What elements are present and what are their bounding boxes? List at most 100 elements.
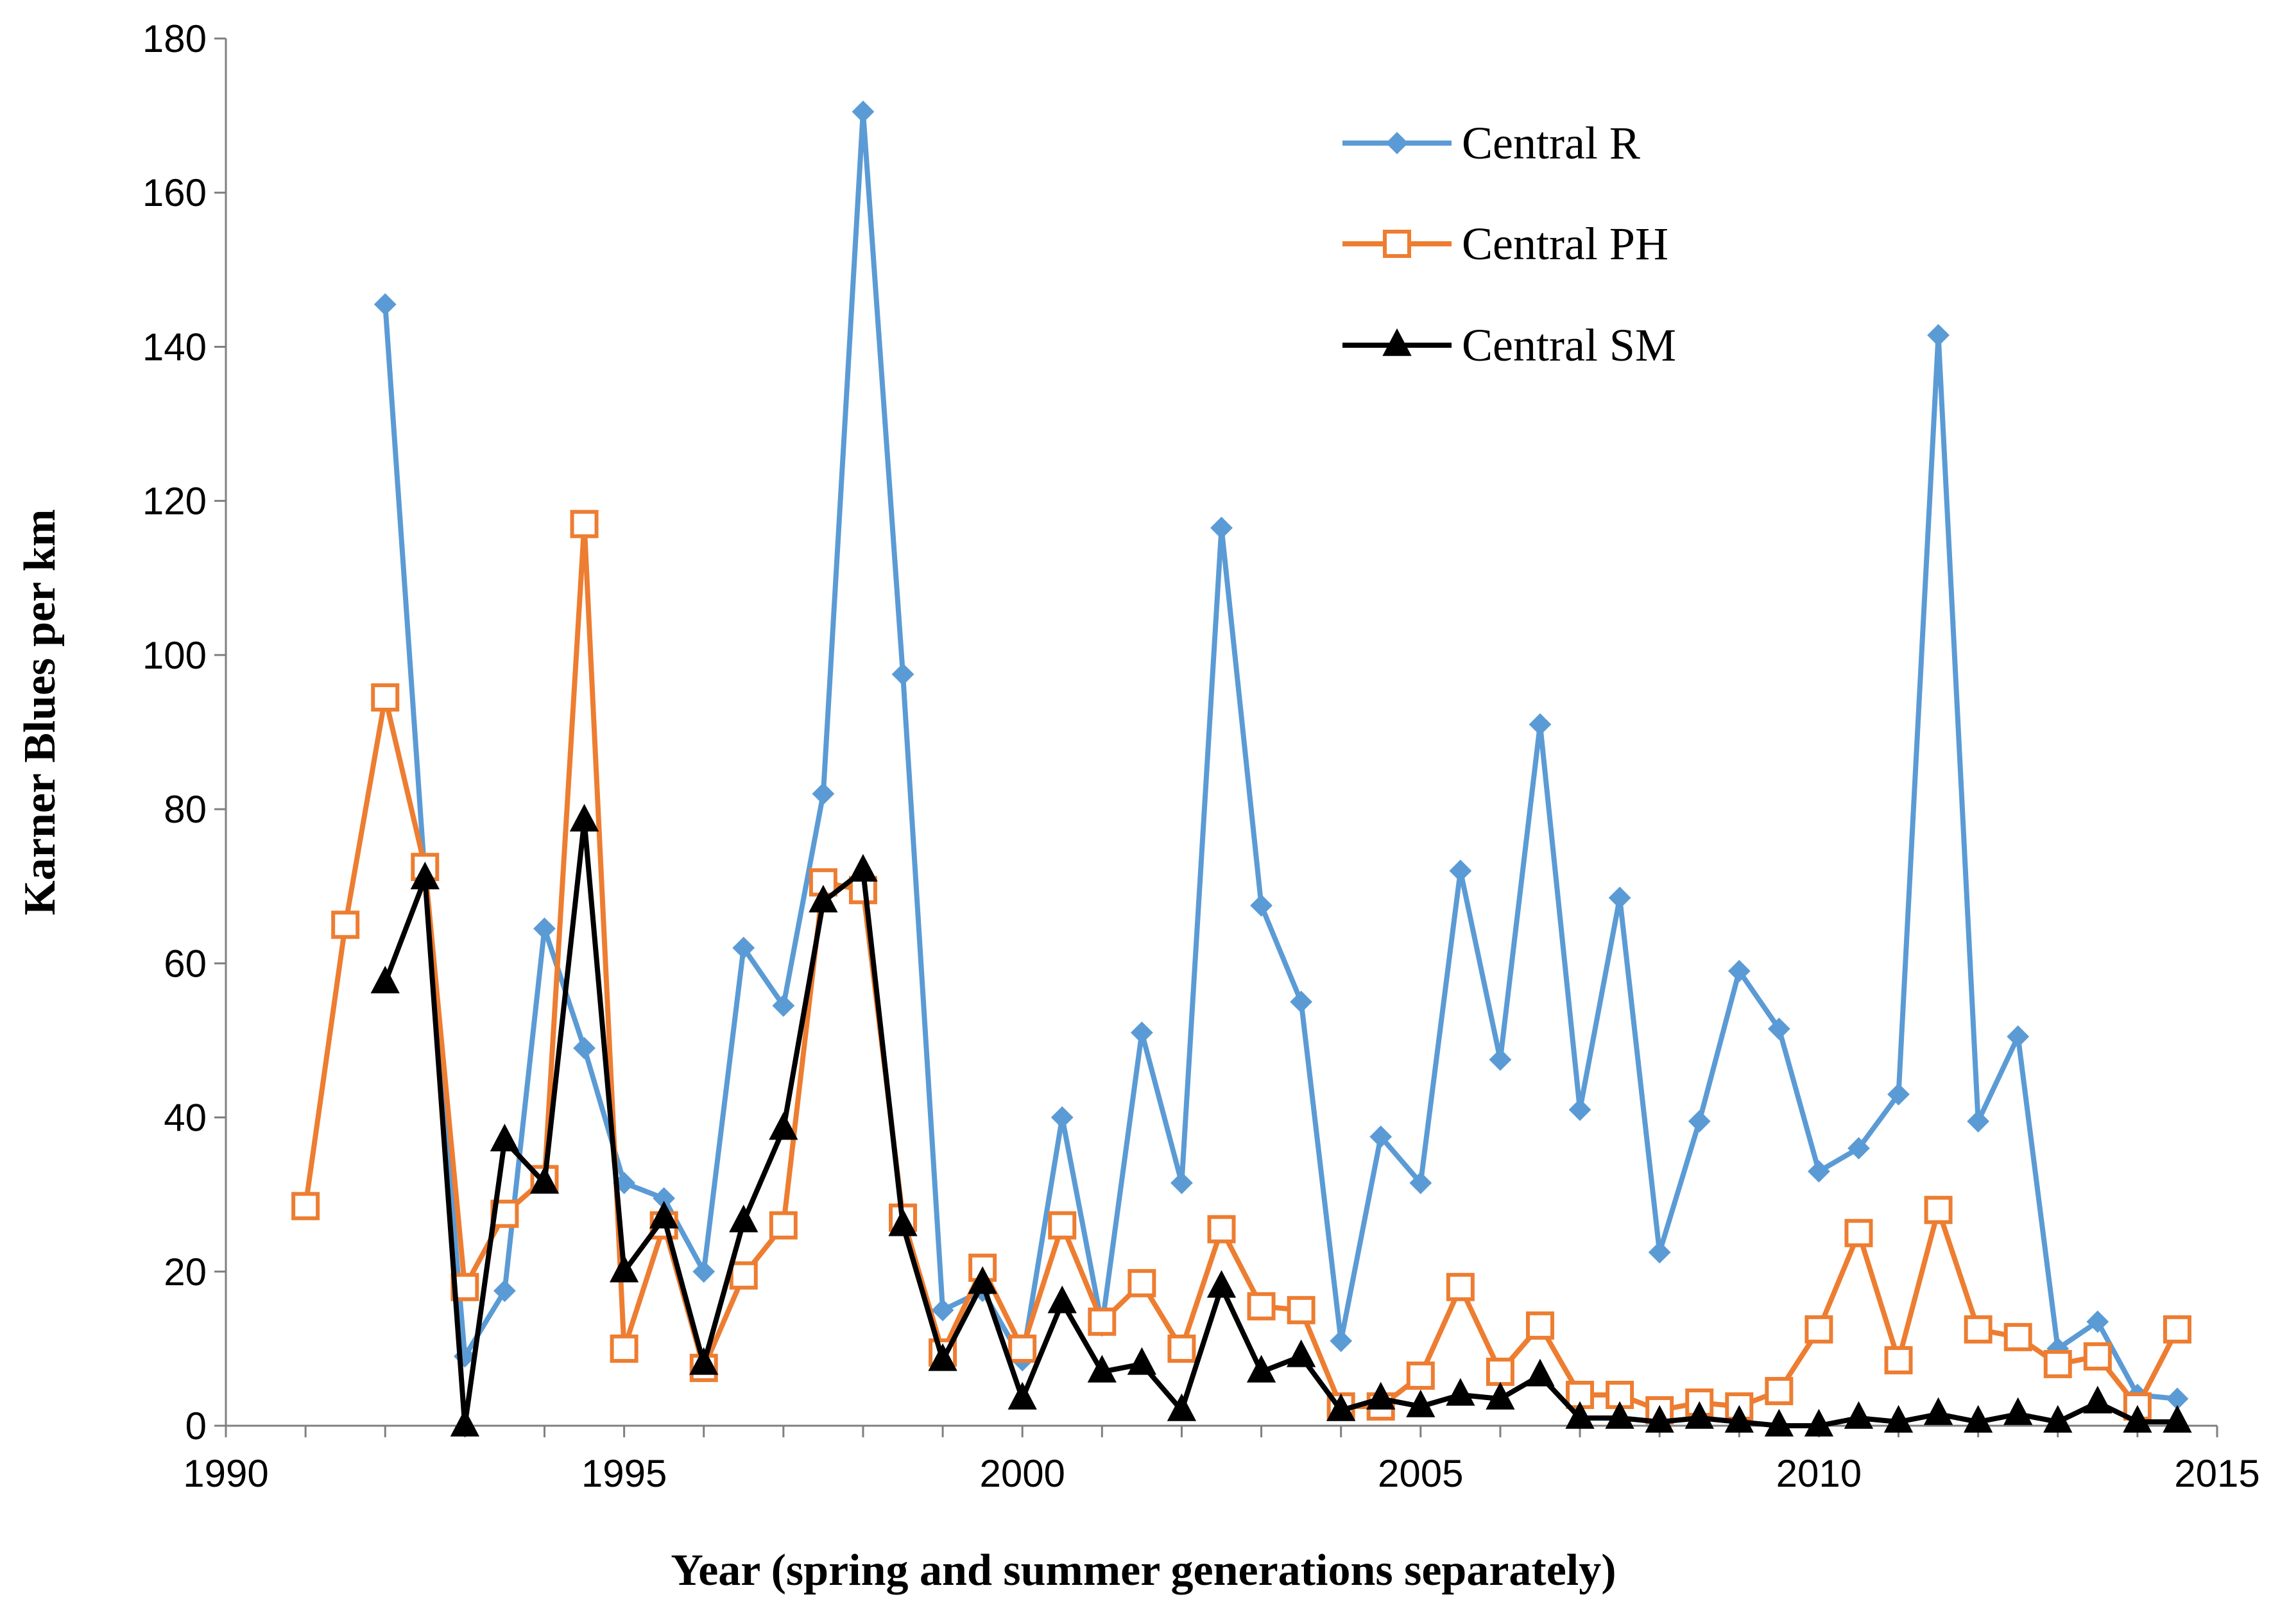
y-tick-label: 140 [142, 325, 207, 368]
y-tick-label: 40 [164, 1097, 207, 1140]
data-point-central-r [1449, 859, 1472, 882]
data-point-central-sm [1007, 1381, 1037, 1410]
data-point-central-ph [331, 910, 360, 939]
data-point-central-r [891, 663, 914, 686]
y-tick-label: 100 [142, 634, 207, 677]
data-point-central-ph [1486, 1357, 1514, 1386]
legend-item-central-ph: Central PH [1342, 218, 1668, 269]
data-point-central-r [931, 1299, 954, 1322]
data-point-central-r [1250, 894, 1273, 917]
data-point-central-r [1210, 517, 1233, 540]
y-tick-label: 160 [142, 171, 207, 214]
data-point-central-r [692, 1260, 716, 1283]
data-point-central-ph [1964, 1315, 1993, 1344]
data-point-central-sm [1764, 1408, 1794, 1437]
x-tick-label: 2000 [979, 1452, 1065, 1495]
data-point-central-ph [371, 683, 400, 712]
data-point-central-sm [1525, 1358, 1555, 1387]
x-tick-label: 2010 [1776, 1452, 1862, 1495]
data-point-central-ph [291, 1192, 320, 1220]
y-tick-label: 80 [164, 788, 207, 831]
data-point-central-sm [1167, 1393, 1197, 1421]
data-point-central-sm [689, 1347, 719, 1375]
series-line-central-ph [303, 521, 2180, 1413]
axes: 0 20 40 60 80 100 120 140 160 180 1990 1995 2000 2005… [142, 17, 2260, 1495]
data-point-central-r [1648, 1241, 1671, 1264]
data-point-central-r [1330, 1329, 1353, 1353]
data-point-central-sm [1206, 1270, 1237, 1298]
data-point-central-sm [609, 1254, 639, 1283]
y-axis-title: Karner Blues per km [15, 509, 65, 915]
data-point-central-ph [2163, 1315, 2191, 1344]
y-tick-label: 180 [142, 17, 207, 60]
data-point-central-r [1927, 324, 1950, 346]
series-line-central-r [382, 109, 2178, 1401]
legend-marker-central-r [1385, 132, 1409, 155]
data-point-central-r [373, 293, 397, 316]
data-point-central-sm [1087, 1355, 1117, 1383]
data-point-central-sm [410, 861, 440, 889]
series-layer [291, 100, 2192, 1437]
data-point-central-ph [769, 1211, 798, 1240]
data-point-central-ph [1048, 1211, 1077, 1240]
data-point-central-ph [1167, 1334, 1196, 1363]
data-point-central-sm [1605, 1401, 1634, 1429]
data-point-central-ph [2083, 1342, 2112, 1371]
data-point-central-r [1727, 959, 1751, 982]
series-line-central-sm [382, 818, 2177, 1428]
data-point-central-r [732, 936, 755, 959]
x-tick-label: 1995 [581, 1452, 667, 1495]
legend-item-central-sm: Central SM [1342, 320, 1676, 371]
data-point-central-r [1369, 1125, 1393, 1148]
data-point-central-ph [1765, 1376, 1794, 1405]
data-point-central-ph [1884, 1346, 1913, 1374]
series-central-sm [370, 803, 2192, 1437]
data-point-central-r [1489, 1048, 1512, 1071]
data-point-central-sm [1844, 1401, 1874, 1429]
data-point-central-r [2007, 1025, 2030, 1048]
data-point-central-ph [1127, 1269, 1156, 1297]
data-point-central-sm [1127, 1347, 1157, 1375]
data-point-central-sm [450, 1408, 480, 1437]
data-point-central-sm [1286, 1339, 1316, 1367]
legend-item-central-r: Central R [1342, 117, 1640, 169]
data-point-central-sm [569, 803, 599, 832]
data-point-central-sm [2163, 1405, 2192, 1433]
data-point-central-r [1887, 1083, 1910, 1106]
data-point-central-sm [1923, 1397, 1953, 1425]
data-point-central-ph [1008, 1334, 1037, 1363]
data-point-central-sm [928, 1343, 957, 1371]
data-point-central-ph [1406, 1361, 1435, 1390]
series-central-r [373, 100, 2189, 1410]
legend-label-central-r: Central R [1462, 117, 1640, 169]
data-point-central-sm [2003, 1397, 2033, 1425]
data-point-central-r [1409, 1172, 1432, 1195]
data-point-central-sm [370, 966, 400, 994]
data-point-central-r [1568, 1098, 1591, 1121]
data-point-central-sm [1326, 1393, 1356, 1421]
data-point-central-ph [1207, 1215, 1236, 1244]
data-point-central-r [772, 994, 795, 1017]
data-point-central-ph [1247, 1292, 1276, 1321]
data-point-central-sm [2123, 1405, 2152, 1433]
data-point-central-ph [1525, 1311, 1554, 1340]
data-point-central-sm [729, 1204, 759, 1233]
data-point-central-r [1847, 1137, 1870, 1160]
data-point-central-sm [1684, 1401, 1714, 1429]
data-point-central-sm [1486, 1381, 1515, 1410]
data-point-central-r [1967, 1110, 1990, 1133]
data-point-central-r [1688, 1110, 1711, 1133]
data-point-central-ph [1088, 1307, 1117, 1336]
data-point-central-sm [2043, 1405, 2073, 1433]
data-point-central-r [852, 100, 875, 123]
data-point-central-r [812, 782, 835, 805]
data-point-central-r [533, 917, 556, 940]
data-point-central-r [1170, 1172, 1193, 1195]
data-point-central-sm [1883, 1405, 1914, 1433]
data-point-central-ph [1924, 1195, 1953, 1224]
data-point-central-sm [649, 1201, 679, 1229]
legend: Central R Central PH Central SM [1342, 117, 1676, 371]
data-point-central-sm [1406, 1389, 1436, 1417]
data-point-central-sm [1246, 1355, 1276, 1383]
